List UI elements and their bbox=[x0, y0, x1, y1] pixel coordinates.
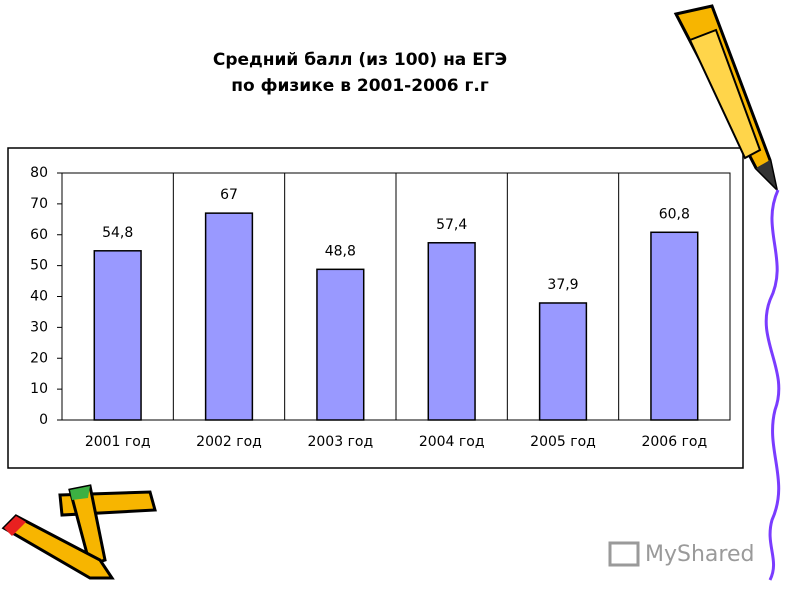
x-tick-label: 2004 год bbox=[419, 434, 485, 450]
x-tick-label: 2003 год bbox=[307, 434, 373, 450]
y-tick-label: 40 bbox=[30, 289, 48, 305]
value-label: 60,8 bbox=[659, 206, 690, 222]
x-tick-label: 2006 год bbox=[641, 434, 707, 450]
y-tick-label: 30 bbox=[30, 319, 48, 335]
value-label: 54,8 bbox=[102, 225, 133, 241]
y-tick-label: 0 bbox=[39, 412, 48, 428]
value-label: 48,8 bbox=[325, 243, 356, 259]
chart-title: Средний балл (из 100) на ЕГЭ bbox=[213, 50, 507, 70]
watermark-icon bbox=[608, 541, 640, 567]
y-tick-label: 20 bbox=[30, 350, 48, 366]
bar bbox=[204, 212, 254, 421]
bar bbox=[93, 250, 142, 421]
chart-title: по физике в 2001-2006 г.г bbox=[231, 76, 489, 96]
bar bbox=[427, 242, 476, 421]
pencil-decoration bbox=[673, 4, 781, 581]
y-tick-label: 80 bbox=[30, 165, 48, 181]
y-tick-label: 50 bbox=[30, 258, 48, 274]
watermark: MyShared bbox=[645, 542, 754, 567]
bar bbox=[538, 302, 588, 421]
pencil-decoration bbox=[1, 484, 157, 580]
value-label: 37,9 bbox=[547, 277, 578, 293]
bar bbox=[316, 268, 365, 421]
value-label: 67 bbox=[220, 187, 238, 203]
x-tick-label: 2005 год bbox=[530, 434, 596, 450]
x-tick-label: 2001 год bbox=[85, 434, 151, 450]
y-tick-label: 70 bbox=[30, 196, 48, 212]
bar bbox=[650, 231, 699, 421]
x-tick-label: 2002 год bbox=[196, 434, 262, 450]
y-tick-label: 10 bbox=[30, 381, 48, 397]
y-tick-label: 60 bbox=[30, 227, 48, 243]
value-label: 57,4 bbox=[436, 217, 467, 233]
